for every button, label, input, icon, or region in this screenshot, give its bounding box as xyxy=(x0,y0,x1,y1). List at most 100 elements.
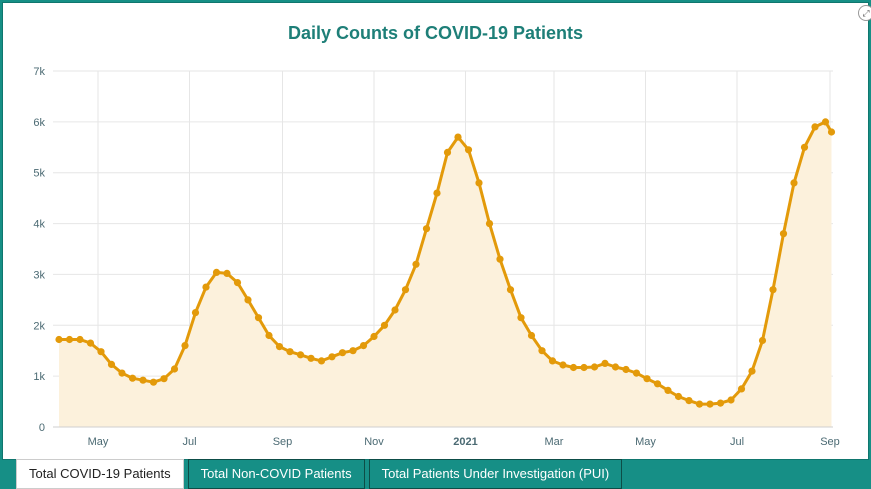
data-point xyxy=(191,309,200,317)
data-point xyxy=(569,363,578,372)
data-point xyxy=(685,397,693,405)
y-tick-label: 2k xyxy=(33,320,45,332)
data-point xyxy=(769,286,777,294)
data-point xyxy=(527,331,536,340)
data-point xyxy=(601,359,609,367)
data-point xyxy=(632,369,641,377)
chart-panel: Daily Counts of COVID-19 Patients ⤢ 0 1k 2… xyxy=(2,2,871,460)
data-point xyxy=(55,335,63,344)
data-point xyxy=(107,360,116,368)
x-tick-label: 2021 xyxy=(453,436,477,448)
data-point xyxy=(296,351,305,359)
data-point xyxy=(76,335,84,344)
data-point xyxy=(622,365,630,374)
data-point xyxy=(118,369,126,377)
data-point xyxy=(412,260,420,268)
data-point xyxy=(223,269,231,277)
chart-title: Daily Counts of COVID-19 Patients xyxy=(287,23,584,43)
x-tick-label: Jul xyxy=(182,436,196,448)
data-point xyxy=(727,396,735,404)
y-tick-label: 6k xyxy=(33,117,45,129)
expand-icon[interactable]: ⤢ xyxy=(858,5,871,21)
data-point xyxy=(128,374,137,382)
data-point xyxy=(706,400,714,408)
data-point xyxy=(506,286,515,294)
y-tick-label: 7k xyxy=(33,66,45,78)
data-point xyxy=(181,342,189,350)
data-point xyxy=(653,380,662,388)
data-point xyxy=(317,357,326,365)
data-point xyxy=(212,268,221,276)
data-point xyxy=(349,347,357,355)
data-point xyxy=(758,336,767,345)
data-point xyxy=(827,128,836,136)
data-point xyxy=(517,314,525,322)
data-point xyxy=(338,349,347,357)
data-point xyxy=(580,363,588,372)
data-point xyxy=(433,189,441,197)
data-point xyxy=(160,375,168,383)
data-point xyxy=(244,296,252,304)
data-point xyxy=(307,354,315,362)
data-point xyxy=(695,400,704,408)
data-point xyxy=(422,225,431,233)
data-point xyxy=(254,314,263,322)
data-point xyxy=(149,378,158,386)
data-point xyxy=(737,385,746,393)
data-point xyxy=(590,363,599,371)
series-area xyxy=(59,121,832,428)
data-point xyxy=(674,392,683,401)
y-tick-label: 4k xyxy=(33,219,45,231)
data-point xyxy=(380,321,389,329)
data-point xyxy=(464,146,473,154)
y-tick-label: 5k xyxy=(33,168,45,180)
tab-bar: Total COVID-19 Patients Total Non-COVID … xyxy=(16,459,626,489)
data-point xyxy=(86,339,95,347)
data-point xyxy=(443,148,452,156)
tab-total-covid-patients[interactable]: Total COVID-19 Patients xyxy=(16,459,184,489)
tab-total-pui[interactable]: Total Patients Under Investigation (PUI) xyxy=(368,459,623,489)
x-tick-label: Mar xyxy=(545,436,564,448)
data-point xyxy=(475,179,483,187)
data-point xyxy=(65,335,74,344)
data-point xyxy=(328,353,336,361)
data-point xyxy=(664,386,672,394)
data-point xyxy=(485,220,494,228)
data-point xyxy=(559,361,567,369)
data-point xyxy=(139,376,147,384)
data-point xyxy=(370,332,378,341)
data-point xyxy=(401,286,410,294)
data-point xyxy=(790,179,798,187)
data-point xyxy=(538,347,546,355)
data-point xyxy=(391,306,399,314)
data-point xyxy=(716,399,725,407)
data-point xyxy=(265,331,273,340)
data-point xyxy=(233,279,242,287)
x-tick-label: Sep xyxy=(273,436,293,448)
chart-svg: 0 1k 2k 3k 4k 5k 6k 7k May Jul Sep Nov 2021 Mar May Jul… xyxy=(33,66,840,448)
y-tick-label: 0 xyxy=(39,422,45,434)
data-point xyxy=(496,255,504,263)
data-point xyxy=(611,363,620,371)
x-tick-label: Jul xyxy=(730,436,744,448)
data-point xyxy=(821,118,830,126)
data-point xyxy=(643,375,651,383)
data-point xyxy=(548,357,557,365)
tab-total-non-covid-patients[interactable]: Total Non-COVID Patients xyxy=(187,459,365,489)
data-point xyxy=(202,283,210,291)
y-tick-label: 3k xyxy=(33,269,45,281)
data-point xyxy=(748,367,756,375)
data-point xyxy=(275,343,284,351)
data-point xyxy=(454,133,462,141)
x-tick-label: May xyxy=(635,436,656,448)
data-point xyxy=(170,365,179,373)
x-tick-label: Sep xyxy=(820,436,840,448)
data-point xyxy=(97,348,105,356)
data-point xyxy=(286,348,294,356)
data-point xyxy=(800,143,809,151)
y-tick-label: 1k xyxy=(33,371,45,383)
data-point xyxy=(359,342,368,350)
data-point xyxy=(811,123,819,131)
data-point xyxy=(779,230,788,238)
x-tick-label: Nov xyxy=(364,436,384,448)
